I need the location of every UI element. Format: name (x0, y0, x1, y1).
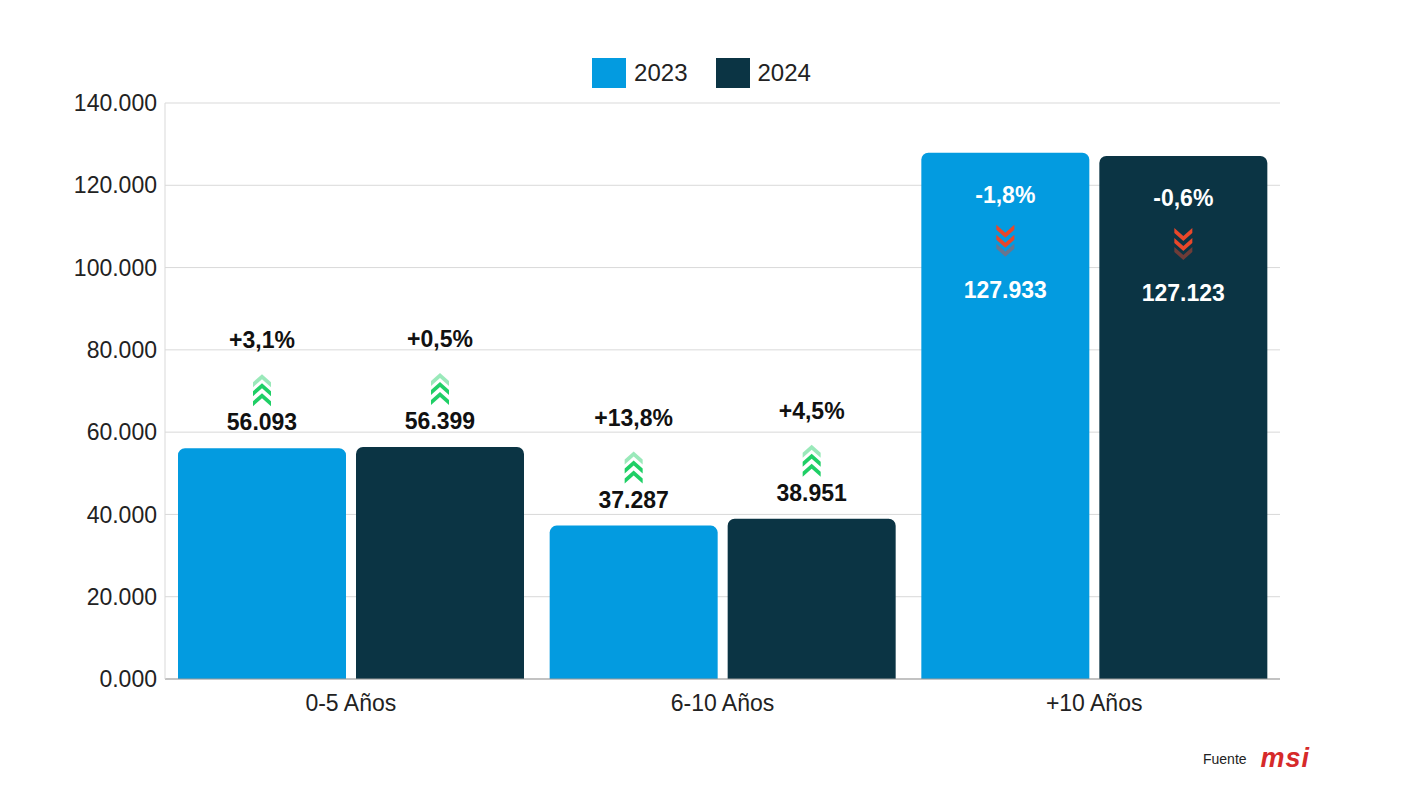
svg-text:-0,6%: -0,6% (1153, 185, 1213, 211)
svg-text:6-10 Años: 6-10 Años (671, 690, 775, 716)
html-text:2024: 2024 (757, 59, 811, 86)
svg-text:127.123: 127.123 (1142, 280, 1225, 306)
html-text:Fuente: Fuente (1203, 750, 1247, 767)
svg-text:37.287: 37.287 (598, 487, 668, 513)
html-text:2023: 2023 (634, 59, 688, 86)
svg-text:+0,5%: +0,5% (407, 326, 473, 352)
svg-text:127.933: 127.933 (964, 277, 1047, 303)
svg-text:+13,8%: +13,8% (594, 405, 673, 431)
svg-text:120.000: 120.000 (74, 172, 157, 198)
svg-text:140.000: 140.000 (74, 90, 157, 116)
svg-text:0-5 Años: 0-5 Años (305, 690, 396, 716)
svg-text:0.000: 0.000 (99, 666, 157, 692)
svg-text:+3,1%: +3,1% (229, 327, 295, 353)
svg-text:20.000: 20.000 (87, 584, 157, 610)
svg-text:56.093: 56.093 (227, 409, 297, 435)
svg-text:60.000: 60.000 (87, 419, 157, 445)
svg-text:-1,8%: -1,8% (975, 182, 1035, 208)
svg-text:+10 Años: +10 Años (1046, 690, 1143, 716)
svg-text:38.951: 38.951 (776, 480, 847, 506)
svg-text:40.000: 40.000 (87, 502, 157, 528)
svg-text:100.000: 100.000 (74, 255, 157, 281)
svg-text:56.399: 56.399 (405, 408, 475, 434)
html-text:msi: msi (1260, 743, 1311, 773)
svg-text:80.000: 80.000 (87, 337, 157, 363)
svg-text:+4,5%: +4,5% (779, 398, 845, 424)
